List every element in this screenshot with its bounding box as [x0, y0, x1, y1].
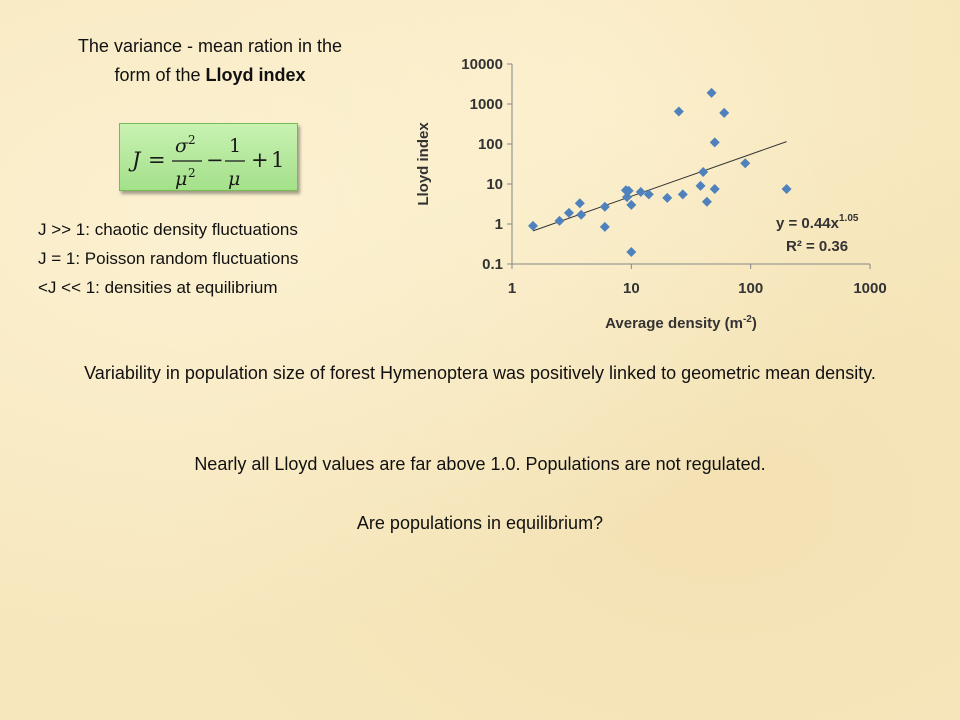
data-point [599, 201, 610, 212]
x-tick-label: 1 [508, 280, 516, 297]
title-line-1: The variance - mean ration in the [77, 36, 343, 56]
data-point [563, 207, 574, 218]
data-point [662, 192, 673, 203]
data-point [709, 183, 720, 194]
data-point [626, 246, 637, 257]
y-tick-label: 100 [478, 136, 503, 153]
y-axis-label: Lloyd index [415, 122, 432, 206]
paragraph-variability: Variability in population size of forest… [84, 363, 876, 383]
data-point [528, 220, 539, 231]
data-point [695, 180, 706, 191]
data-point [698, 166, 709, 177]
data-point [706, 87, 717, 98]
j-item-poisson: J = 1: Poisson random fluctuations [38, 249, 299, 268]
y-tick-label: 10 [486, 176, 503, 193]
lloyd-scatter-chart: 10000 1000 100 10 1 0.1 1 10 100 1000 Lloyd inde… [415, 56, 887, 332]
x-tick-label: 1000 [853, 280, 886, 297]
title-line-2: form of the Lloyd index [40, 61, 380, 90]
slide-title: The variance - mean ration in the form o… [40, 32, 380, 90]
title-line-2-prefix: form of the [114, 65, 206, 85]
question-equilibrium: Are populations in equilibrium? [356, 513, 604, 533]
data-point [576, 209, 587, 220]
trendline [532, 141, 787, 232]
formula-mu-den: μ [175, 168, 187, 190]
formula-equals: = [148, 148, 166, 172]
y-tick-label: 0.1 [482, 256, 503, 273]
x-tick-label: 10 [623, 280, 640, 297]
data-point [740, 158, 751, 169]
x-tick-label: 100 [738, 280, 763, 297]
data-point [635, 187, 646, 198]
formula-mu-exp: 2 [188, 166, 196, 180]
r-squared-label: R² = 0.36 [786, 238, 848, 255]
j-interpretation-list: J >> 1: chaotic density fluctuations J =… [38, 215, 298, 302]
data-points [528, 87, 792, 257]
data-point [719, 107, 730, 118]
data-point [622, 192, 633, 203]
x-axis-label-text: Average density (m [605, 315, 743, 332]
y-tick-label: 10000 [461, 56, 503, 73]
trend-equation: y = 0.44x1.05 [776, 213, 859, 232]
data-point [643, 189, 654, 200]
data-point [673, 106, 684, 117]
data-point [701, 196, 712, 207]
formula-sigma: σ [175, 135, 189, 157]
y-tick-label: 1 [495, 216, 503, 233]
y-tick-label: 1000 [470, 96, 503, 113]
x-axis-label-sup: -2 [743, 314, 752, 325]
data-point [574, 198, 585, 209]
data-point [677, 189, 688, 200]
x-axis-label: Average density (m-2) [605, 314, 757, 332]
trend-equation-exp: 1.05 [839, 213, 859, 224]
formula-last-one: 1 [271, 148, 284, 172]
formula-sigma-exp: 2 [188, 133, 196, 147]
data-point [599, 221, 610, 232]
formula-minus: − [206, 148, 224, 172]
formula-one-num: 1 [229, 135, 241, 157]
data-point [554, 215, 565, 226]
formula-lhs: J [128, 148, 142, 172]
j-item-equilibrium: <J << 1: densities at equilibrium [38, 278, 278, 297]
x-ticks: 1 10 100 1000 [508, 264, 887, 297]
data-point [626, 199, 637, 210]
lloyd-formula: J = σ 2 μ 2 − 1 μ + 1 [128, 133, 284, 190]
formula-mu-den-2: μ [228, 168, 240, 190]
data-point [781, 183, 792, 194]
x-axis-label-close: ) [752, 315, 757, 332]
title-line-2-bold: Lloyd index [205, 65, 306, 85]
data-point [709, 137, 720, 148]
chart-axes [511, 64, 870, 265]
formula-plus: + [251, 148, 269, 172]
y-ticks: 10000 1000 100 10 1 0.1 [461, 56, 512, 273]
lloyd-formula-box: J = σ 2 μ 2 − 1 μ + 1 [119, 123, 298, 191]
paragraph-lloyd-values: Nearly all Lloyd values are far above 1.… [194, 454, 766, 474]
trend-equation-text: y = 0.44x [776, 215, 840, 232]
j-item-chaotic: J >> 1: chaotic density fluctuations [38, 220, 298, 239]
data-point [623, 185, 634, 196]
